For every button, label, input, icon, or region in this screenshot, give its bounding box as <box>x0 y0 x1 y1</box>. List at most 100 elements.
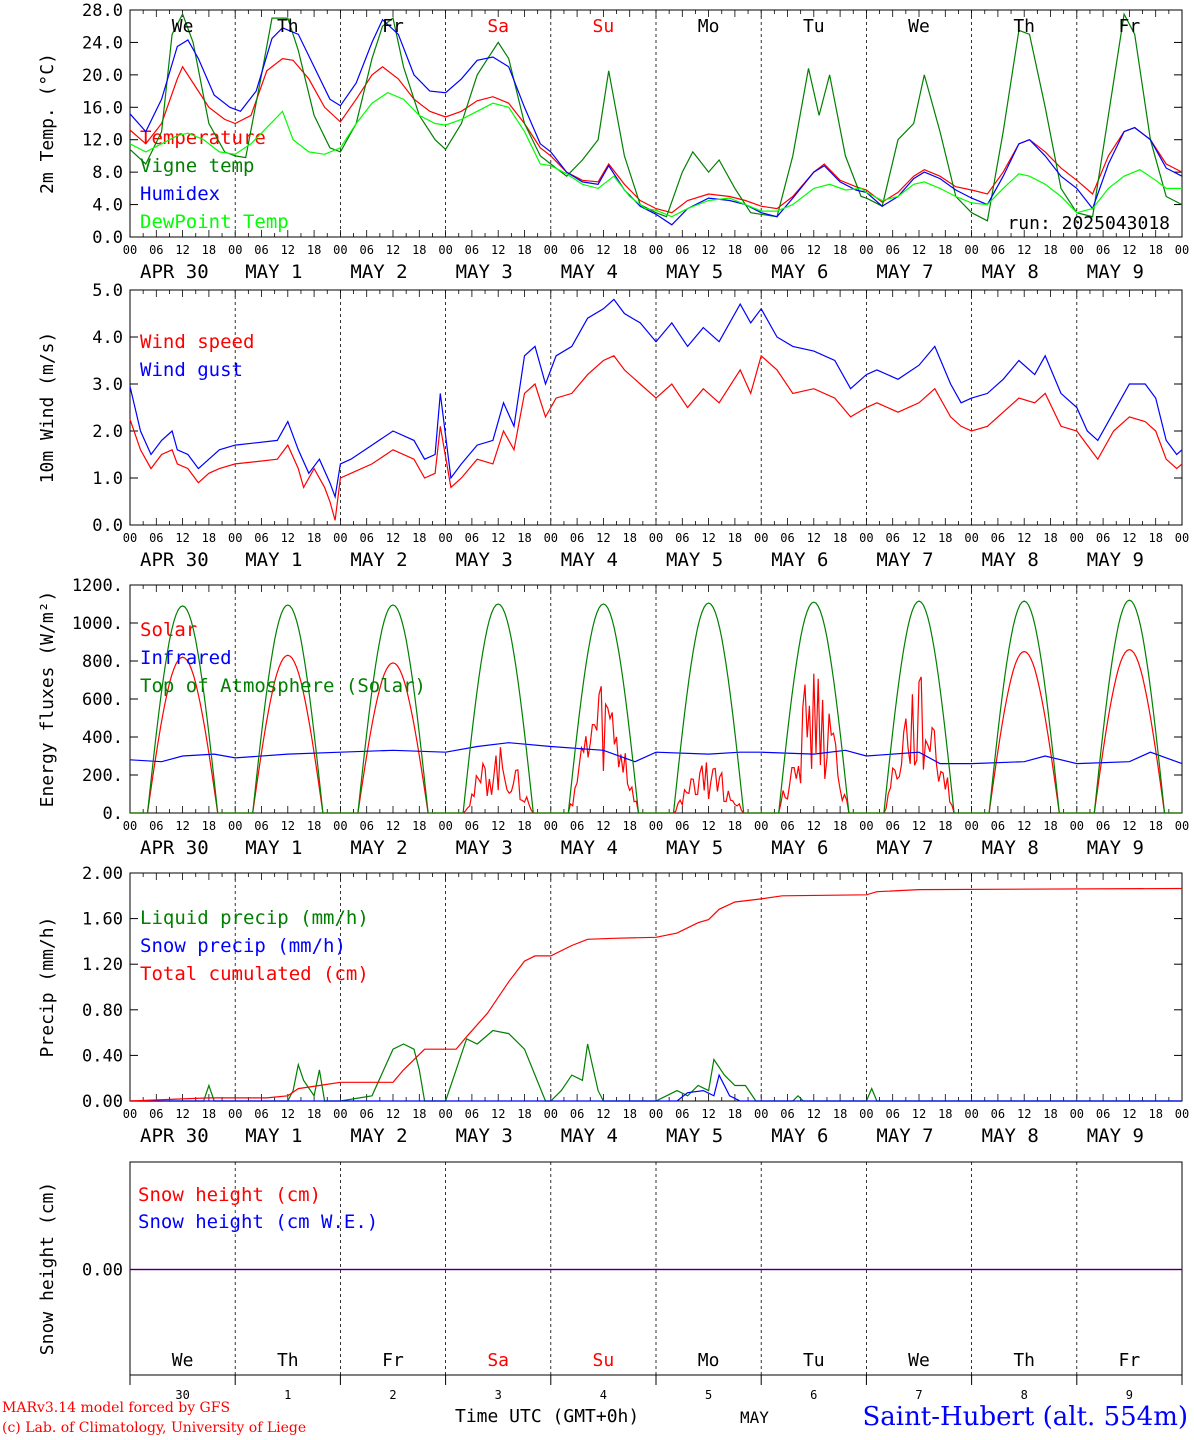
hour-label: 12 <box>281 531 295 545</box>
hour-label: 18 <box>728 819 742 833</box>
hour-label: 12 <box>175 819 189 833</box>
legend-entry: Solar <box>140 619 197 641</box>
hour-label: 18 <box>412 243 426 257</box>
date-label: MAY 7 <box>876 837 933 859</box>
hour-label: 18 <box>728 243 742 257</box>
legend-entry: Liquid precip (mm/h) <box>140 907 369 929</box>
hour-label: 12 <box>912 819 926 833</box>
day-number: 6 <box>810 1388 817 1402</box>
day-name: Mo <box>698 16 720 37</box>
series-line <box>130 1073 1182 1102</box>
day-name: Th <box>1013 1350 1035 1371</box>
lab-credit: (c) Lab. of Climatology, University of L… <box>2 1420 307 1436</box>
hour-label: 00 <box>123 243 137 257</box>
y-tick-label: 0.00 <box>82 1092 123 1112</box>
hour-label: 12 <box>1122 1107 1136 1121</box>
y-tick-label: 0.0 <box>92 516 123 536</box>
hour-label: 00 <box>228 531 242 545</box>
hour-label: 12 <box>912 531 926 545</box>
hour-label: 12 <box>1122 531 1136 545</box>
hour-label: 06 <box>991 531 1005 545</box>
hour-label: 00 <box>544 1107 558 1121</box>
hour-label: 06 <box>780 819 794 833</box>
hour-label: 06 <box>570 819 584 833</box>
day-number: 3 <box>495 1388 502 1402</box>
day-number: 2 <box>389 1388 396 1402</box>
run-label: run: 2025043018 <box>1007 213 1170 234</box>
hour-label: 00 <box>754 819 768 833</box>
hour-label: 18 <box>833 531 847 545</box>
hour-label: 06 <box>254 1107 268 1121</box>
hour-label: 00 <box>123 819 137 833</box>
date-label: APR 30 <box>140 549 209 571</box>
date-label: MAY 7 <box>876 549 933 571</box>
hour-label: 06 <box>149 243 163 257</box>
hour-label: 06 <box>780 243 794 257</box>
date-label: MAY 8 <box>982 837 1039 859</box>
hour-label: 12 <box>386 1107 400 1121</box>
day-name: Sa <box>487 1350 509 1371</box>
hour-label: 06 <box>675 243 689 257</box>
date-label: MAY 7 <box>876 1125 933 1147</box>
y-tick-label: 28.0 <box>82 1 123 21</box>
hour-label: 12 <box>386 243 400 257</box>
hour-label: 06 <box>885 819 899 833</box>
y-tick-label: 0. <box>103 804 123 824</box>
hour-label: 12 <box>175 243 189 257</box>
date-label: MAY 1 <box>245 549 302 571</box>
hour-label: 06 <box>991 819 1005 833</box>
y-tick-label: 0.00 <box>82 1261 123 1281</box>
hour-label: 00 <box>754 1107 768 1121</box>
y-tick-label: 5.0 <box>92 281 123 301</box>
date-label: MAY 9 <box>1087 549 1144 571</box>
hour-label: 00 <box>649 819 663 833</box>
day-name: We <box>172 16 194 37</box>
hour-label: 18 <box>1148 531 1162 545</box>
panel-snow: 0.00 Snow height (cm) Snow height (cm) Snow… <box>37 1161 1183 1402</box>
date-label: MAY 1 <box>245 1125 302 1147</box>
date-label: MAY 6 <box>771 549 828 571</box>
y-tick-label: 1.0 <box>92 469 123 489</box>
hour-label: 18 <box>938 819 952 833</box>
hour-label: 18 <box>517 531 531 545</box>
date-label: MAY 8 <box>982 549 1039 571</box>
hour-label: 00 <box>754 531 768 545</box>
hour-label: 00 <box>649 243 663 257</box>
hour-label: 00 <box>1070 243 1084 257</box>
day-number: 8 <box>1021 1388 1028 1402</box>
legend-entry: Wind speed <box>140 331 254 353</box>
date-label: MAY 1 <box>245 837 302 859</box>
legend-entry: Total cumulated (cm) <box>140 963 369 985</box>
hour-label: 00 <box>228 1107 242 1121</box>
hour-label: 12 <box>281 243 295 257</box>
y-axis-title: 10m Wind (m/s) <box>37 332 58 484</box>
hour-label: 06 <box>885 1107 899 1121</box>
hour-label: 18 <box>517 243 531 257</box>
hour-label: 12 <box>701 531 715 545</box>
series-line <box>129 742 1183 765</box>
date-label: MAY 8 <box>982 261 1039 283</box>
hour-label: 06 <box>465 1107 479 1121</box>
series-line <box>129 92 1182 218</box>
series-line <box>129 18 1183 226</box>
hour-label: 06 <box>675 1107 689 1121</box>
hour-label: 18 <box>517 819 531 833</box>
legend-entry: Wind gust <box>140 359 243 381</box>
y-tick-label: 2.0 <box>92 422 123 442</box>
date-label: MAY 6 <box>771 261 828 283</box>
y-axis-title: Snow height (cm) <box>37 1182 58 1355</box>
hour-label: 18 <box>202 1107 216 1121</box>
panel-energy: 00 06 12 18 00 06 12 18 00 06 12 18 00 06 12 18 00 06 12 18… <box>37 576 1189 859</box>
hour-label: 12 <box>701 819 715 833</box>
hour-label: 18 <box>622 243 636 257</box>
hour-label: 06 <box>570 531 584 545</box>
y-tick-label: 1.20 <box>82 955 123 975</box>
legend-entry: Temperature <box>140 127 266 149</box>
day-name: Th <box>1013 16 1035 37</box>
hour-label: 00 <box>964 243 978 257</box>
y-tick-label: 1.60 <box>82 910 123 930</box>
hour-label: 12 <box>1122 243 1136 257</box>
hour-label: 06 <box>1096 243 1110 257</box>
hour-label: 18 <box>1043 531 1057 545</box>
hour-label: 12 <box>386 531 400 545</box>
